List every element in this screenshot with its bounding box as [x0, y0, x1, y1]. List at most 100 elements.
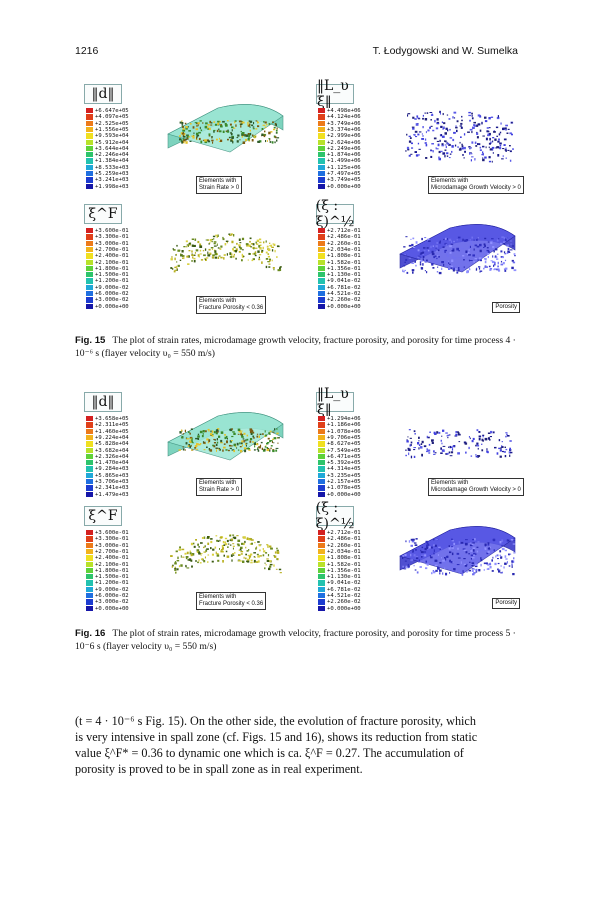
damage-element: [177, 556, 179, 560]
damage-element: [190, 553, 193, 557]
legend-value: +1.582e-01: [327, 561, 361, 568]
legend-entry: +1.460e+05: [86, 428, 160, 435]
damage-element: [267, 544, 269, 547]
damage-element: [266, 448, 270, 450]
damage-element: [217, 256, 220, 259]
damage-element: [475, 456, 478, 458]
damage-element: [445, 572, 448, 576]
damage-element: [242, 237, 244, 239]
damage-element: [225, 124, 228, 127]
damage-element: [461, 268, 465, 271]
damage-element: [450, 451, 454, 454]
legend-swatch: [318, 441, 325, 447]
damage-element: [249, 543, 253, 545]
damage-element: [441, 143, 444, 146]
legend-value: +5.259e+03: [95, 171, 129, 177]
damage-element: [438, 156, 440, 159]
damage-element: [461, 573, 464, 576]
damage-element: [216, 429, 218, 431]
damage-element: [235, 445, 237, 448]
legend-swatch: [86, 114, 93, 120]
damage-element: [502, 450, 504, 453]
damage-element: [181, 132, 185, 135]
legend-swatch: [86, 605, 93, 611]
damage-element: [207, 561, 209, 563]
legend-value: +6.471e+05: [327, 453, 361, 460]
damage-element: [262, 554, 265, 557]
damage-element: [500, 572, 503, 574]
damage-element: [410, 544, 413, 547]
legend-entry: +4.097e+05: [86, 114, 160, 120]
damage-element: [504, 555, 507, 558]
damage-element: [216, 438, 218, 441]
figure15-panel-2: ‖L_υ ξ‖ +4.498e+06 +4.124e+06 +3.749e+06 +3.…: [304, 78, 524, 198]
damage-element: [275, 132, 277, 134]
damage-element: [274, 249, 276, 253]
damage-element: [181, 141, 184, 144]
damage-element: [222, 236, 224, 239]
damage-element: [179, 121, 182, 124]
damage-element: [201, 558, 203, 560]
damage-element: [195, 437, 198, 440]
damage-element: [278, 568, 282, 571]
figure-15-caption: Fig. 15 The plot of strain rates, microd…: [75, 335, 520, 360]
damage-element: [217, 122, 219, 125]
damage-element: [219, 449, 221, 451]
damage-element: [245, 443, 247, 446]
damage-element: [431, 546, 433, 549]
damage-element: [275, 568, 278, 570]
legend-value: +1.384e+04: [95, 158, 129, 165]
legend-value: +5.828e+04: [95, 441, 129, 448]
damage-element: [490, 260, 493, 262]
legend-swatch: [318, 447, 325, 453]
damage-element: [222, 541, 225, 544]
damage-element: [422, 117, 424, 120]
legend-entry: +5.392e+05: [318, 460, 392, 466]
damage-element: [243, 432, 246, 435]
damage-element: [175, 265, 178, 267]
damage-element: [439, 548, 442, 551]
legend-swatch: [318, 479, 325, 485]
damage-element: [440, 447, 442, 450]
legend-entry: +3.682e+04: [86, 447, 160, 454]
damage-element: [463, 441, 467, 444]
legend-value: +1.800e-01: [95, 265, 129, 272]
legend-value: +2.712e-01: [327, 530, 361, 536]
damage-element: [203, 449, 206, 451]
legend-value: +3.749e+05: [327, 177, 361, 184]
damage-element: [204, 139, 207, 142]
damage-element: [211, 560, 214, 563]
damage-element: [240, 122, 242, 125]
damage-element: [279, 572, 282, 574]
damage-element: [276, 547, 278, 550]
damage-element: [189, 432, 191, 435]
damage-element: [215, 429, 219, 433]
legend-entry: +9.706e+05: [318, 434, 392, 441]
damage-element: [429, 431, 431, 433]
damage-element: [420, 551, 424, 554]
legend-swatch: [86, 291, 93, 297]
damage-element: [499, 142, 502, 145]
damage-element: [257, 125, 260, 128]
damage-element: [210, 124, 213, 126]
damage-element: [213, 442, 216, 444]
damage-element: [419, 261, 422, 264]
damage-element: [224, 537, 228, 540]
damage-element: [258, 258, 261, 261]
damage-element: [223, 443, 226, 445]
damage-element: [211, 139, 214, 142]
damage-element: [486, 266, 488, 268]
damage-element: [187, 255, 190, 258]
damage-element: [239, 247, 243, 250]
damage-element: [474, 563, 478, 566]
damage-element: [190, 542, 193, 546]
damage-element: [234, 121, 236, 124]
legend-entry: +1.500e-01: [86, 272, 160, 278]
damage-element: [493, 268, 497, 270]
damage-element: [459, 125, 462, 127]
damage-element: [482, 157, 484, 159]
damage-element: [227, 546, 229, 548]
legend-entry: +1.130e-01: [318, 574, 392, 580]
damage-element: [451, 547, 454, 549]
damage-element: [476, 546, 479, 548]
